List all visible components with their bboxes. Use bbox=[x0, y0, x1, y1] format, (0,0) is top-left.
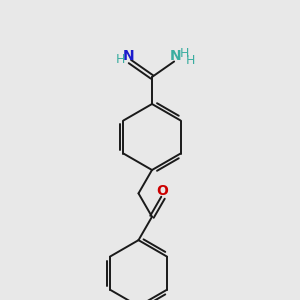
Text: N: N bbox=[169, 49, 181, 62]
Text: H: H bbox=[185, 54, 195, 67]
Text: O: O bbox=[156, 184, 168, 198]
Text: H: H bbox=[179, 47, 189, 60]
Text: H: H bbox=[116, 53, 126, 66]
Text: N: N bbox=[123, 49, 135, 62]
